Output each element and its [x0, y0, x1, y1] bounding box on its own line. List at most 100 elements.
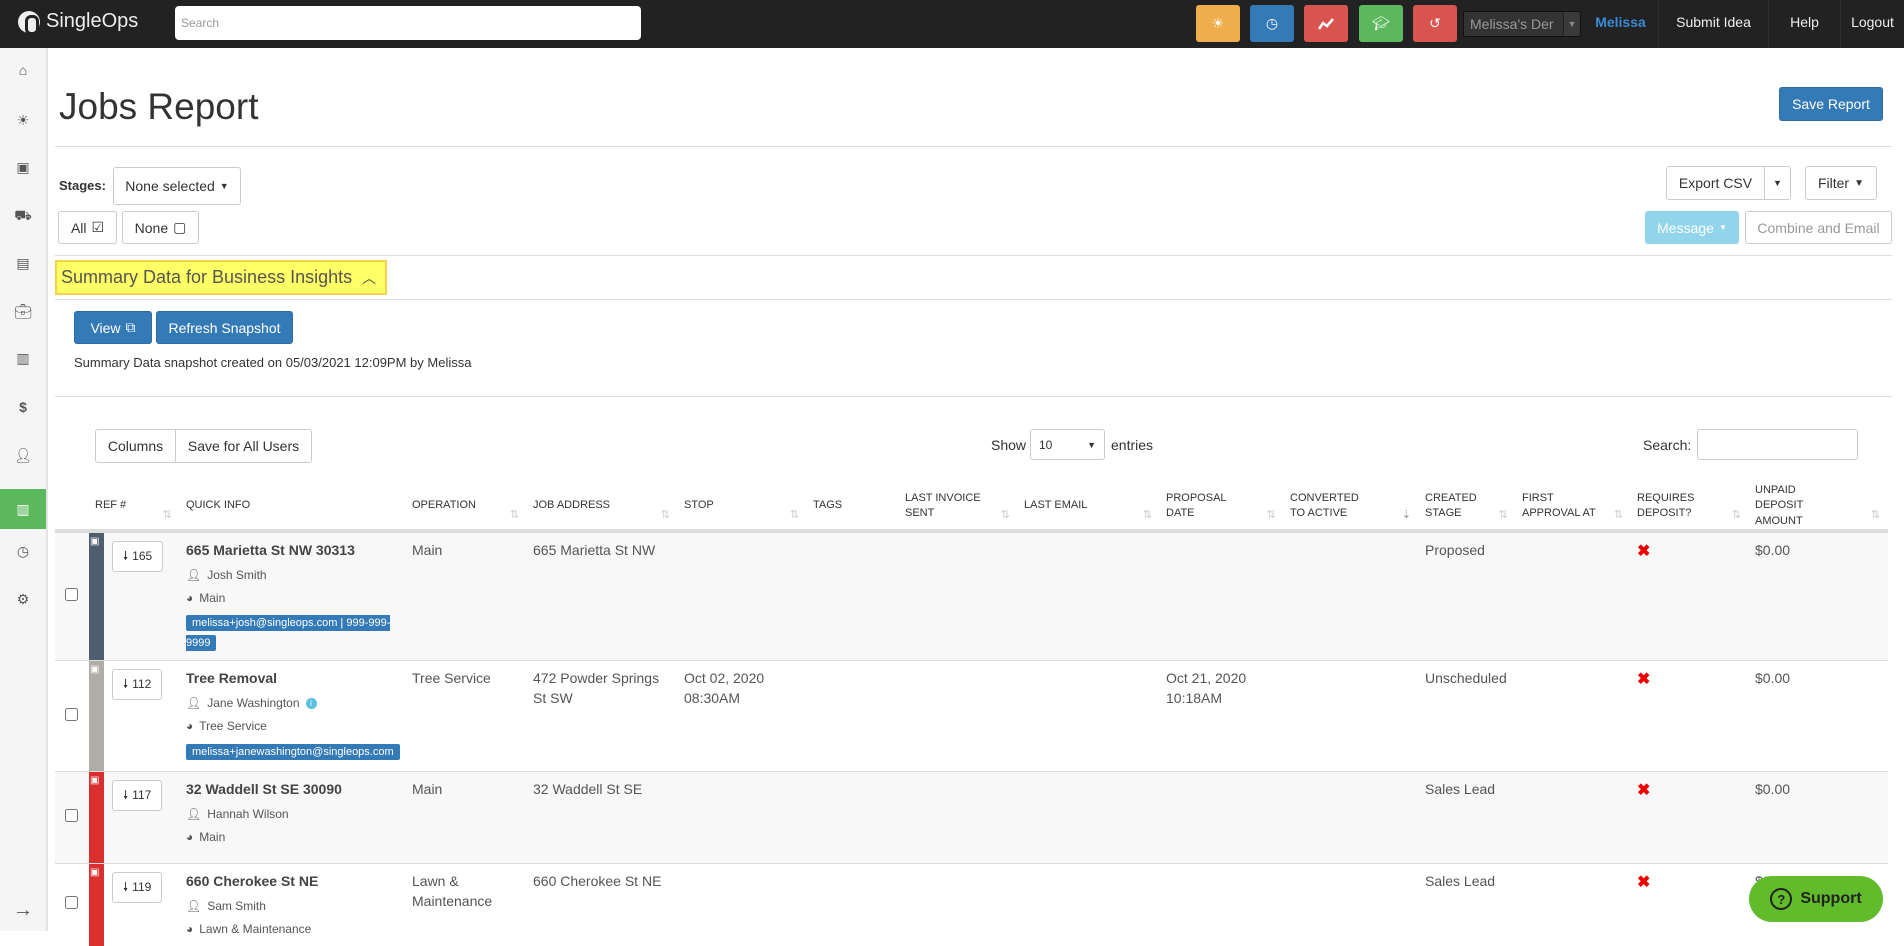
quick-info-cell: Tree Removal 👤︎ Jane Washington i ◕ Tree Serv… [180, 660, 406, 772]
column-header-last-invoice-sent[interactable]: LAST INVOICE SENT ⇅ [899, 483, 1018, 534]
created-stage-cell: Sales Lead [1419, 863, 1516, 946]
sidebar-item-jobs[interactable]: 💼︎ [0, 291, 46, 331]
header-label: CREATED STAGE [1425, 491, 1477, 520]
help-link[interactable]: Help [1768, 0, 1840, 48]
select-all-button[interactable]: All ☑ [58, 211, 117, 244]
sidebar-item-home[interactable]: ⌂ [0, 50, 46, 90]
sort-icon: ⇣ [1401, 508, 1411, 521]
last-email-cell [1018, 530, 1160, 661]
column-header-last-email[interactable]: LAST EMAIL ⇅ [1018, 483, 1160, 534]
contact-email: melissa+janewashington@singleops.com [186, 743, 400, 760]
operation: Tree Service [412, 670, 491, 687]
summary-toggle[interactable]: Summary Data for Business Insights ︿ [55, 260, 387, 295]
proposal-date-cell [1160, 530, 1284, 661]
logout-link[interactable]: Logout [1840, 0, 1904, 48]
search-input[interactable] [175, 6, 641, 40]
combine-email-button[interactable]: Combine and Email [1745, 211, 1892, 244]
graduation-cap-icon: 🎓︎ [1372, 15, 1390, 31]
sort-icon: ⇅ [1000, 508, 1010, 521]
column-header-job-address[interactable]: JOB ADDRESS ⇅ [527, 483, 678, 534]
stages-dropdown[interactable]: None selected ▼ [113, 167, 241, 205]
dealer-select[interactable]: Melissa's Der ▼ [1463, 11, 1581, 37]
save-all-users-button[interactable]: Save for All Users [175, 429, 312, 463]
info-icon[interactable]: i [305, 697, 317, 709]
sidebar-item-billing[interactable]: $ [0, 387, 46, 427]
ref-number: 112 [132, 677, 152, 692]
chart-line-button[interactable] [1304, 5, 1348, 42]
row-checkbox[interactable] [65, 896, 78, 910]
entries-select[interactable]: 10 ▼ [1030, 429, 1105, 460]
ref-button[interactable]: 🠗 165 [112, 541, 164, 572]
row-checkbox[interactable] [65, 707, 78, 721]
show-label: Show [991, 437, 1027, 453]
sidebar-item-reports[interactable]: ▥ [0, 489, 46, 529]
column-header-quick-info[interactable]: QUICK INFO [180, 483, 406, 534]
requires-deposit-cell: ✖ [1631, 530, 1749, 661]
submit-idea-link[interactable]: Submit Idea [1658, 0, 1768, 48]
operation-line: Main [199, 829, 226, 844]
history-button[interactable]: ↺ [1413, 5, 1457, 42]
support-button[interactable]: ? Support [1749, 876, 1883, 922]
message-label: Message [1657, 219, 1714, 236]
column-header-tags[interactable]: TAGS [807, 483, 899, 534]
view-summary-button[interactable]: View ⧉ [74, 311, 152, 344]
sidebar-collapse[interactable]: → [0, 890, 46, 930]
ref-button[interactable]: 🠗 117 [112, 780, 163, 812]
header-label: UNPAID DEPOSIT AMOUNT [1755, 484, 1804, 527]
column-header-proposal-date[interactable]: PROPOSAL DATE ⇅ [1160, 483, 1284, 534]
filter-button[interactable]: Filter ▼ [1805, 166, 1877, 200]
sidebar-item-clients[interactable]: 👤︎ [0, 435, 46, 475]
column-header-converted-to-active[interactable]: CONVERTED TO ACTIVE ⇣ [1284, 483, 1419, 534]
table-row[interactable]: ▣ 🠗 112 Tree Removal 👤︎ Jane Washington i ◕ Tree… [55, 660, 1888, 772]
x-icon: ✖ [1637, 874, 1651, 892]
sidebar-item-documents[interactable]: ▤ [0, 243, 46, 283]
sidebar-item-calendar[interactable]: ▣ [0, 147, 46, 187]
clock-icon: ◷ [16, 542, 30, 559]
column-header-operation[interactable]: OPERATION ⇅ [406, 483, 527, 534]
caret-down-icon: ▼ [219, 181, 229, 191]
header-label: LAST INVOICE SENT [905, 491, 981, 520]
table-row[interactable]: ▣ 🠗 165 665 Marietta St NW 30313 👤︎ Josh Smit… [55, 530, 1888, 661]
row-checkbox[interactable] [65, 587, 78, 601]
header-label: JOB ADDRESS [533, 499, 611, 512]
sidebar-item-dashboard[interactable]: ☀ [0, 100, 46, 140]
column-header-stop[interactable]: STOP ⇅ [678, 483, 807, 534]
export-csv-button[interactable]: Export CSV [1666, 166, 1765, 200]
training-button[interactable]: 🎓︎ [1359, 5, 1403, 42]
sidebar-item-timesheets[interactable]: ◷ [0, 531, 46, 571]
header-label: TAGS [813, 499, 843, 512]
job-address-cell: 32 Waddell St SE [527, 771, 678, 864]
job-color-bar: ▣ [89, 771, 104, 864]
export-csv-dropdown[interactable]: ▼ [1764, 166, 1791, 200]
column-header-unpaid-deposit-amount[interactable]: UNPAID DEPOSIT AMOUNT ⇅ [1749, 483, 1888, 534]
ref-button[interactable]: 🠗 112 [112, 669, 163, 701]
sidebar-item-archive[interactable]: ▥ [0, 338, 46, 378]
row-checkbox[interactable] [65, 809, 78, 823]
save-report-button[interactable]: Save Report [1779, 87, 1883, 121]
column-header-first-approval-at[interactable]: FIRST APPROVAL AT ⇅ [1516, 483, 1631, 534]
columns-button[interactable]: Columns [95, 429, 176, 463]
sidebar-item-settings[interactable]: ⚙ [0, 579, 46, 619]
square-icon: ▢ [173, 219, 187, 235]
table-row[interactable]: ▣ 🠗 119 660 Cherokee St NE 👤︎ Sam Smith ◕ Lawn … [55, 863, 1888, 946]
refresh-snapshot-button[interactable]: Refresh Snapshot [156, 311, 293, 344]
sort-icon: ⇅ [1266, 508, 1276, 521]
sidebar-item-dispatch[interactable]: ⛟ [0, 196, 46, 236]
column-header-ref[interactable]: REF # ⇅ [89, 483, 180, 534]
briefcase-icon: 💼︎ [14, 302, 32, 319]
column-header-requires-deposit[interactable]: REQUIRES DEPOSIT? ⇅ [1631, 483, 1749, 534]
ref-button[interactable]: 🠗 119 [112, 872, 163, 904]
quick-info-cell: 665 Marietta St NW 30313 👤︎ Josh Smith ◕ Mai… [180, 530, 406, 661]
table-row[interactable]: ▣ 🠗 117 32 Waddell St SE 30090 👤︎ Hannah Wils… [55, 771, 1888, 864]
column-header-created-stage[interactable]: CREATED STAGE ⇅ [1419, 483, 1516, 534]
singleops-logo[interactable]: SingleOps [18, 10, 138, 35]
clock-button[interactable]: ◷ [1250, 5, 1294, 42]
table-search-input[interactable] [1697, 429, 1858, 460]
job-title: 665 Marietta St NW 30313 [186, 542, 355, 559]
select-none-button[interactable]: None ▢ [122, 211, 199, 244]
message-button[interactable]: Message ▼ [1645, 211, 1739, 244]
operation: Main [412, 542, 443, 559]
sun-button[interactable]: ☀ [1196, 5, 1240, 42]
globe-icon: ◕ [186, 829, 194, 844]
user-link[interactable]: Melissa [1595, 14, 1646, 30]
